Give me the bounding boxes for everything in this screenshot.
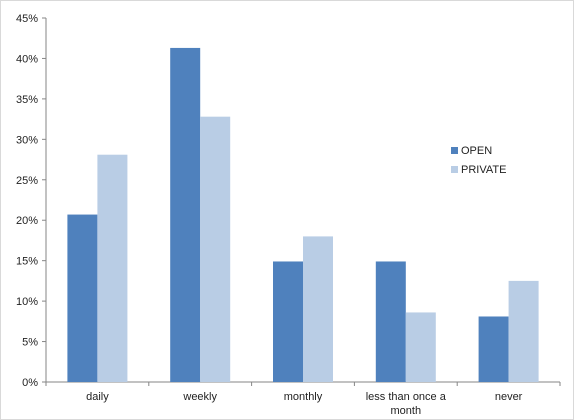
legend: OPEN PRIVATE xyxy=(451,145,506,176)
bar-open xyxy=(273,261,303,382)
y-tick-label: 45% xyxy=(16,13,38,25)
y-tick-label: 40% xyxy=(16,53,38,65)
legend-swatch-open xyxy=(451,147,458,154)
y-tick-label: 30% xyxy=(16,134,38,146)
bars xyxy=(67,47,539,382)
legend-label-private: PRIVATE xyxy=(461,164,506,176)
y-tick-label: 15% xyxy=(16,256,38,268)
y-tick-label: 25% xyxy=(16,175,38,187)
y-tick-label: 5% xyxy=(22,337,38,349)
x-category-label: weekly xyxy=(182,391,217,403)
bar-private xyxy=(200,116,231,382)
bar-open xyxy=(67,214,98,382)
legend-swatch-private xyxy=(451,166,458,173)
bar-open xyxy=(375,261,406,382)
bar-open xyxy=(478,316,509,382)
y-tick-label: 10% xyxy=(16,296,38,308)
x-axis: daily weekly monthly less than once a month n… xyxy=(45,381,561,417)
bar-private xyxy=(508,280,539,382)
y-tick-label: 0% xyxy=(22,377,38,389)
y-tick-label: 35% xyxy=(16,94,38,106)
x-category-label: less than once a month xyxy=(366,391,447,417)
bar-private xyxy=(303,236,333,382)
legend-label-open: OPEN xyxy=(461,145,492,157)
bar-private xyxy=(97,154,128,382)
y-axis: 0% 5% 10% 15% 20% 25% 30% 35% 40% 45% xyxy=(16,13,47,389)
bar-open xyxy=(170,47,201,382)
y-tick-label: 20% xyxy=(16,215,38,227)
x-category-label: never xyxy=(495,391,523,403)
bar-private xyxy=(405,312,436,382)
x-category-label: monthly xyxy=(284,391,323,403)
x-category-label: daily xyxy=(86,391,109,403)
